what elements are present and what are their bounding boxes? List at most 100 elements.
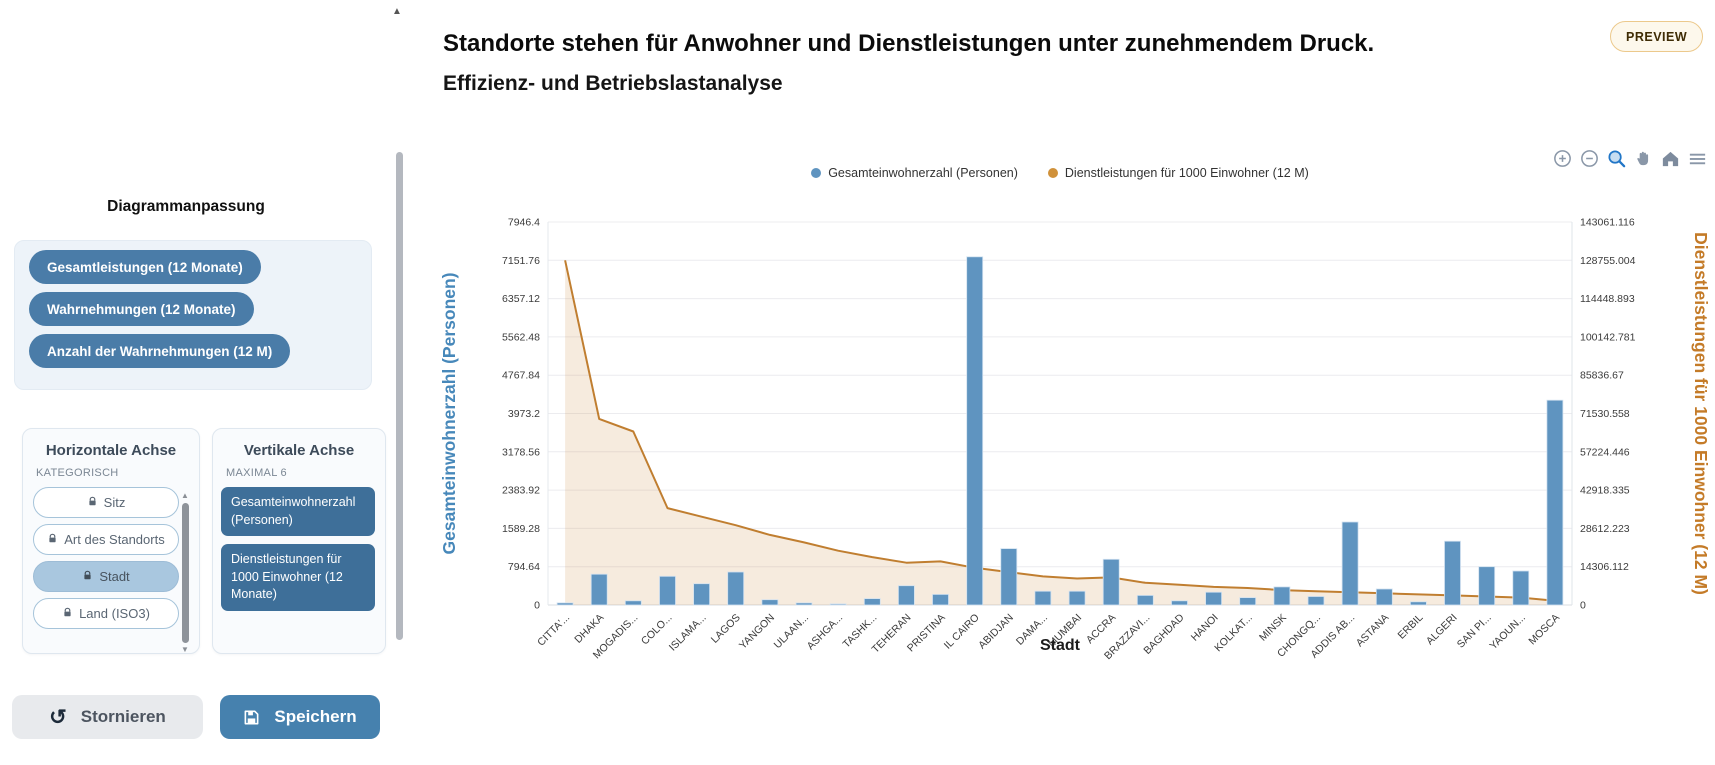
bar [1102, 558, 1120, 606]
horizontal-axis-scrollbar[interactable]: ▲ ▼ [180, 491, 190, 673]
menu-icon[interactable] [1686, 147, 1708, 169]
box-zoom-icon[interactable] [1605, 147, 1627, 169]
gridlines [547, 221, 1573, 606]
metric-pill-gesamtleistungen[interactable]: Gesamtleistungen (12 Monate) [29, 250, 261, 284]
chart-toolbar [1551, 147, 1708, 169]
bar [863, 598, 881, 606]
svg-text:YANGON: YANGON [737, 612, 777, 652]
svg-text:14306.112: 14306.112 [1580, 561, 1629, 573]
bar [932, 593, 949, 606]
axis-item-art-des-standorts[interactable]: Art des Standorts [33, 524, 179, 555]
sidebar-title: Diagrammanpassung [107, 198, 265, 215]
svg-text:ERBIL: ERBIL [1396, 612, 1426, 642]
svg-text:LAGOS: LAGOS [709, 612, 743, 646]
bar [659, 575, 676, 606]
svg-text:2383.92: 2383.92 [502, 485, 540, 497]
save-button[interactable]: Speichern [220, 695, 380, 739]
svg-text:7151.76: 7151.76 [502, 255, 540, 267]
axis-item-label: Stadt [99, 569, 130, 584]
zoom-in-icon[interactable] [1551, 147, 1573, 169]
bar [1000, 548, 1018, 606]
svg-text:1589.28: 1589.28 [502, 523, 540, 535]
cancel-button[interactable]: ↺ Stornieren [12, 695, 203, 739]
sidebar-divider-scrollbar[interactable] [396, 152, 403, 640]
metric-pill-wahrnehmungen[interactable]: Wahrnehmungen (12 Monate) [29, 292, 254, 326]
scroll-down-icon[interactable]: ▼ [181, 645, 189, 654]
svg-text:HANOI: HANOI [1189, 612, 1221, 644]
scroll-up-icon[interactable]: ▲ [392, 6, 402, 17]
bar [1512, 570, 1530, 606]
svg-text:ASHGA...: ASHGA... [805, 612, 846, 653]
bar [1341, 521, 1359, 606]
svg-text:ABIDJAN: ABIDJAN [976, 612, 1016, 652]
svg-text:IL CAIRO: IL CAIRO [942, 612, 982, 652]
legend-marker-icon [811, 168, 822, 178]
page-subtitle: Effizienz- und Betriebslastanalyse [443, 72, 783, 95]
scrollbar-thumb[interactable] [181, 503, 189, 643]
svg-text:100142.781: 100142.781 [1580, 331, 1636, 343]
svg-text:85836.67: 85836.67 [1580, 370, 1624, 382]
svg-text:DHAKA: DHAKA [572, 612, 606, 646]
svg-text:YAOUN...: YAOUN... [1487, 612, 1528, 653]
lock-icon [47, 532, 58, 547]
horizontal-axis-panel: Horizontale Achse KATEGORISCH Sitz Art d… [22, 428, 200, 654]
combo-chart: 0 794.64 1589.28 2383.92 3178.56 3973.2 4767.8… [439, 217, 1711, 663]
save-button-label: Speichern [274, 707, 357, 726]
svg-text:114448.893: 114448.893 [1580, 293, 1635, 305]
vertical-axis-subtitle: MAXIMAL 6 [226, 467, 287, 479]
undo-icon: ↺ [49, 705, 67, 729]
legend-label: Gesamteinwohnerzahl (Personen) [828, 166, 1018, 180]
horizontal-axis-items: Sitz Art des Standorts Stadt Land (ISO3) [33, 487, 179, 629]
scroll-up-icon[interactable]: ▲ [181, 491, 189, 500]
metric-pills-panel: Gesamtleistungen (12 Monate) Wahrnehmung… [14, 240, 372, 390]
axis-item-sitz[interactable]: Sitz [33, 487, 179, 518]
legend-marker-icon [1047, 168, 1058, 178]
lock-icon [82, 569, 93, 584]
svg-text:143061.116: 143061.116 [1580, 217, 1635, 229]
svg-text:4767.84: 4767.84 [502, 370, 540, 382]
sidebar: Diagrammanpassung Gesamtleistungen (12 M… [0, 0, 396, 765]
bar [829, 603, 847, 606]
cancel-button-label: Stornieren [80, 707, 166, 726]
measure-item-dienstleistungen[interactable]: Dienstleistungen für 1000 Einwohner (12 … [221, 544, 375, 611]
zoom-out-icon[interactable] [1578, 147, 1600, 169]
svg-text:ASTANA: ASTANA [1354, 612, 1392, 650]
right-axis-tick-labels: 0 14306.112 28612.223 42918.335 57224.446 715… [1580, 217, 1636, 612]
svg-text:6357.12: 6357.12 [502, 293, 540, 305]
svg-text:28612.223: 28612.223 [1580, 523, 1630, 535]
svg-text:71530.558: 71530.558 [1580, 408, 1630, 420]
measure-item-gesamteinwohnerzahl[interactable]: Gesamteinwohnerzahl (Personen) [221, 487, 375, 536]
svg-text:KOLKAT...: KOLKAT... [1212, 612, 1255, 655]
svg-text:0: 0 [1580, 600, 1586, 612]
svg-text:57224.446: 57224.446 [1580, 446, 1630, 458]
bar [761, 599, 779, 606]
vertical-axis-items: Gesamteinwohnerzahl (Personen) Dienstlei… [221, 487, 375, 611]
bar [966, 256, 984, 606]
lock-icon [87, 495, 98, 510]
bar [795, 602, 813, 606]
bar [727, 571, 745, 606]
axis-item-label: Art des Standorts [64, 532, 165, 547]
bar [1273, 586, 1291, 606]
bar [897, 585, 915, 606]
legend-item-gesamteinwohnerzahl[interactable]: Gesamteinwohnerzahl (Personen) [811, 166, 1018, 180]
horizontal-axis-subtitle: KATEGORISCH [36, 467, 119, 479]
axis-item-stadt[interactable]: Stadt [33, 561, 179, 592]
vertical-axis-panel: Vertikale Achse MAXIMAL 6 Gesamteinwohne… [212, 428, 386, 654]
bar [693, 583, 711, 606]
svg-text:42918.335: 42918.335 [1580, 485, 1630, 497]
axis-item-land-iso3[interactable]: Land (ISO3) [33, 598, 179, 629]
svg-text:CITTA'...: CITTA'... [535, 612, 572, 649]
bar [1136, 594, 1154, 606]
preview-badge[interactable]: PREVIEW [1610, 21, 1704, 52]
left-axis-tick-labels: 0 794.64 1589.28 2383.92 3178.56 3973.2 4767.8… [502, 217, 540, 612]
horizontal-axis-title: Horizontale Achse [45, 442, 177, 459]
svg-text:7946.4: 7946.4 [508, 217, 540, 229]
pan-icon[interactable] [1632, 147, 1654, 169]
bar-series [556, 256, 1564, 606]
home-icon[interactable] [1659, 147, 1681, 169]
bar [1068, 590, 1086, 606]
metric-pill-anzahl-wahrnehmungen[interactable]: Anzahl der Wahrnehmungen (12 M) [29, 334, 291, 368]
legend-item-dienstleistungen[interactable]: Dienstleistungen für 1000 Einwohner (12 … [1047, 166, 1309, 180]
bar [1546, 399, 1564, 606]
